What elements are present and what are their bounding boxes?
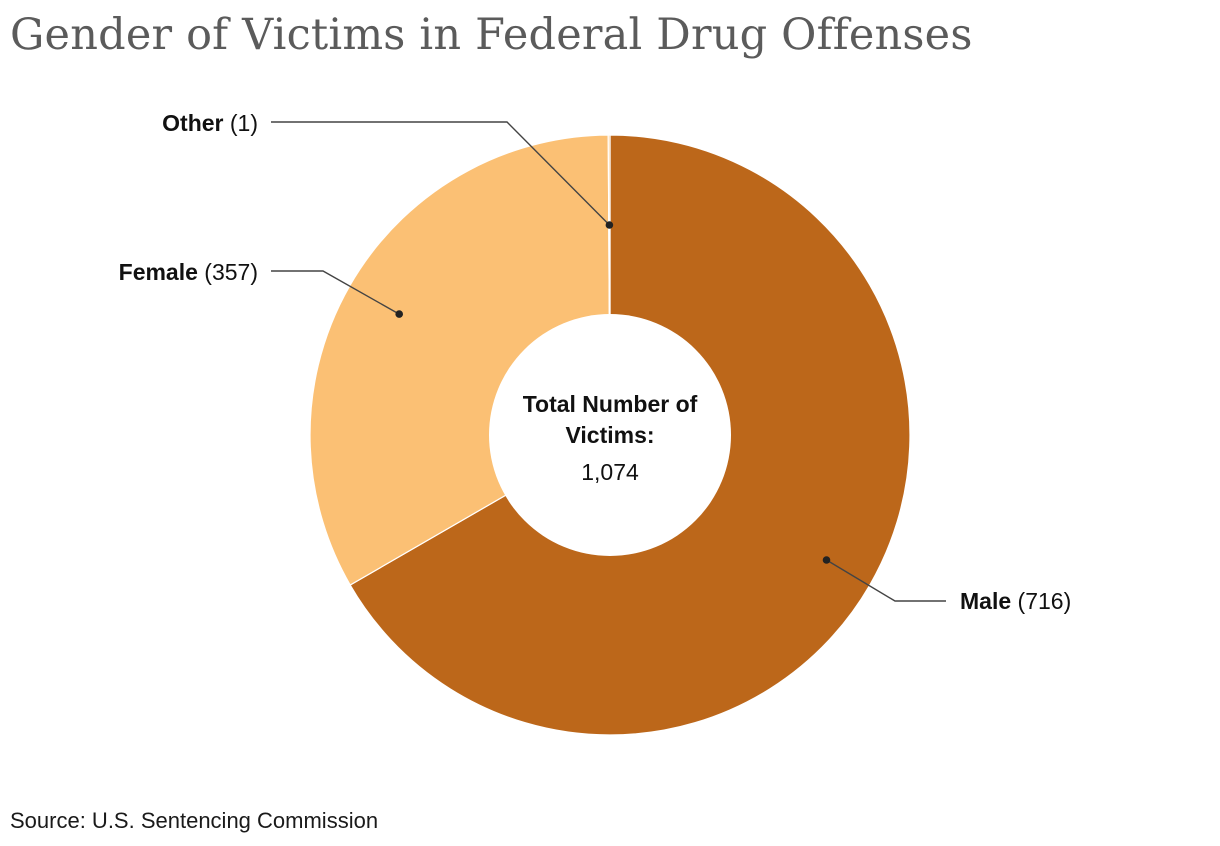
leader-line-other xyxy=(271,121,610,226)
slice-label-value: (716) xyxy=(1011,588,1071,614)
slice-label-value: (1) xyxy=(224,110,259,136)
leader-dot-other xyxy=(605,221,614,229)
slice-label-female: Female (357) xyxy=(119,259,258,285)
chart-title: Gender of Victims in Federal Drug Offens… xyxy=(10,10,973,60)
center-total-value: 1,074 xyxy=(581,459,639,485)
leader-dot-male xyxy=(822,556,831,564)
donut-hole xyxy=(489,314,731,556)
leader-dot-female xyxy=(395,310,404,318)
slice-label-name: Other xyxy=(162,110,223,136)
slice-label-male: Male (716) xyxy=(960,588,1071,614)
leader-line-female xyxy=(271,270,400,315)
slice-label-name: Male xyxy=(960,588,1011,614)
slice-label-value: (357) xyxy=(198,259,258,285)
source-note: Source: U.S. Sentencing Commission xyxy=(10,808,379,833)
slice-label-name: Female xyxy=(119,259,198,285)
slice-label-other: Other (1) xyxy=(162,110,258,136)
center-label-line1: Total Number of xyxy=(523,391,698,417)
leader-line-male xyxy=(826,559,946,602)
center-label-line2: Victims: xyxy=(565,422,654,448)
